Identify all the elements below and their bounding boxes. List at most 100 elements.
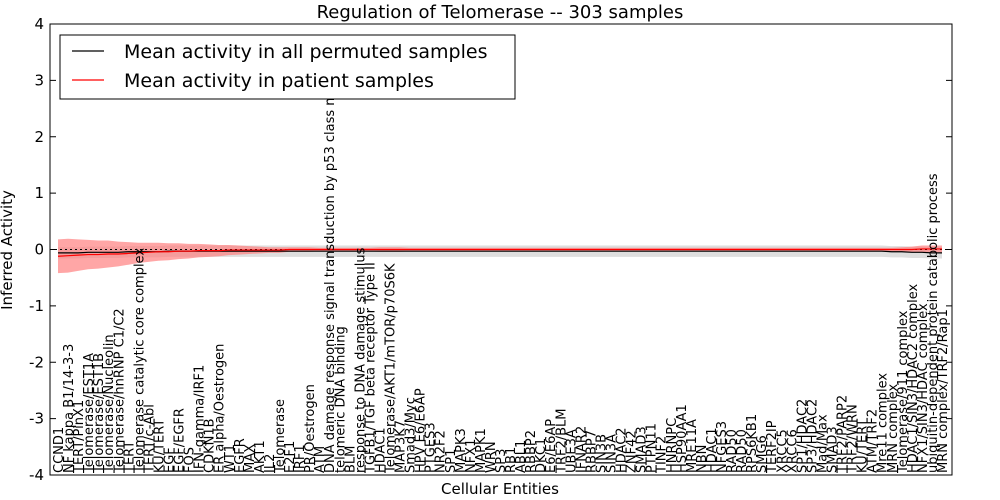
category-label: Telomerase bbox=[273, 399, 288, 474]
category-label: SMAD3 bbox=[635, 426, 650, 473]
category-label: UBE3A bbox=[564, 429, 579, 473]
category-label: Telomerase/911 complex bbox=[896, 310, 911, 474]
category-label: Mad/Max bbox=[815, 414, 830, 473]
category-label: NFGES3 bbox=[715, 421, 730, 473]
category-label: RAD50 bbox=[735, 429, 750, 473]
series-lines bbox=[50, 248, 952, 257]
category-label: PR/Oestrogen bbox=[303, 384, 318, 473]
category-label: E6/E6AP bbox=[544, 419, 559, 473]
x-axis-label: Cellular Entities bbox=[441, 480, 559, 498]
category-label: MRN complex bbox=[886, 383, 901, 473]
category-label: AKT1 bbox=[253, 440, 268, 473]
category-label: EGF/EGFR bbox=[173, 408, 188, 473]
category-label: ATM bbox=[313, 446, 328, 473]
legend-label-permuted: Mean activity in all permuted samples bbox=[124, 41, 487, 63]
category-label: Telomerase/hnRNP C1/C2 bbox=[112, 308, 127, 474]
category-label: Telomerase catalytic core complex bbox=[132, 248, 147, 474]
category-label: NR2F2 bbox=[434, 430, 449, 473]
category-label: Telomerase/Nucleolin bbox=[102, 334, 117, 474]
category-label: HDAC1/SIN3/HDAC2 complex bbox=[906, 283, 921, 473]
category-label: HDAC1 bbox=[373, 427, 388, 473]
category-label: EGFR bbox=[233, 438, 248, 473]
category-label: NF kappa B1/14-3-3 bbox=[62, 344, 77, 473]
category-label: IL2 bbox=[263, 454, 278, 473]
category-label: CCND1 bbox=[52, 427, 67, 473]
category-label: HSP90AA1 bbox=[675, 404, 690, 473]
category-label: ubiquitin-dependent protein catabolic pr… bbox=[926, 173, 941, 473]
category-label: HDAC1 bbox=[705, 427, 720, 473]
y-tick-label: -2 bbox=[29, 353, 44, 371]
y-tick-label: -1 bbox=[29, 297, 44, 315]
category-label: MAPK1 bbox=[474, 428, 489, 473]
category-label: ZNF42 bbox=[625, 430, 640, 473]
category-label: MAPK3 bbox=[454, 428, 469, 473]
category-label: WRN bbox=[484, 441, 499, 473]
plot-frame bbox=[49, 23, 953, 476]
category-label: MRE11A bbox=[685, 419, 700, 473]
category-label: TGFB1/TGF beta receptor Type II bbox=[363, 262, 378, 474]
category-label: DKC1 bbox=[534, 438, 549, 473]
category-label: SP1/HDAC2 bbox=[795, 399, 810, 473]
category-label: NFX1/SIN3/HDAC complex bbox=[916, 303, 931, 473]
y-tick-label: 4 bbox=[34, 15, 44, 33]
y-tick-label: 2 bbox=[34, 128, 44, 146]
category-label: SIN3A bbox=[605, 434, 620, 473]
category-label: Telomerase/EST1A bbox=[82, 353, 97, 474]
category-label: response to DNA damage stimulus bbox=[353, 247, 368, 473]
category-label: TERT/c-Abl bbox=[142, 404, 157, 474]
y-tick-label: 1 bbox=[34, 184, 44, 202]
category-label: XRCC5 bbox=[775, 429, 790, 473]
legend: Mean activity in all permuted samples Me… bbox=[59, 34, 516, 100]
category-label: EGF bbox=[163, 447, 178, 473]
category-label: RPS6KB1 bbox=[745, 414, 760, 473]
legend-box bbox=[59, 34, 516, 100]
category-label: NFX1 bbox=[464, 439, 479, 473]
category-label: SP3/HDAC2 bbox=[805, 399, 820, 473]
category-label: HNRNPC bbox=[665, 418, 680, 473]
y-tick-label: 0 bbox=[34, 241, 44, 259]
y-tick-label: 3 bbox=[34, 71, 44, 89]
category-label: MAX bbox=[243, 444, 258, 473]
category-label: ER alpha/Oestrogen bbox=[213, 344, 228, 473]
category-label: Mre11 complex bbox=[876, 373, 891, 473]
category-label: XRCC6 bbox=[785, 429, 800, 473]
category-label: IFN-gamma/IRF1 bbox=[193, 365, 208, 473]
category-label: BLM bbox=[343, 446, 358, 473]
patient-band bbox=[58, 238, 942, 274]
category-label: RBBP7 bbox=[584, 430, 599, 473]
legend-label-patient: Mean activity in patient samples bbox=[124, 70, 434, 92]
category-label: KU/TERT bbox=[152, 419, 167, 473]
category-label: FOS bbox=[183, 447, 198, 473]
category-label: TERT bbox=[122, 441, 137, 474]
y-tick-label: -4 bbox=[29, 466, 44, 484]
category-label: SMAD3 bbox=[826, 426, 841, 473]
category-label: IRF1 bbox=[293, 444, 308, 473]
patient-mean-line bbox=[57, 248, 942, 257]
category-label: RAD50 bbox=[725, 429, 740, 473]
category-label: HPV E6/E6AP bbox=[414, 388, 429, 473]
category-label: SP3 bbox=[494, 449, 509, 473]
category-label: ATM/TRF2 bbox=[866, 409, 881, 473]
category-label: RBBP2 bbox=[524, 430, 539, 473]
category-label: SIN3B bbox=[594, 434, 609, 473]
confidence-bands bbox=[58, 238, 942, 274]
category-label: PTGES3 bbox=[424, 422, 439, 473]
category-label: TERT/PinX1 bbox=[72, 400, 87, 474]
category-label: IFNAR2 bbox=[574, 426, 589, 473]
category-label: Telomerase/EST1B bbox=[92, 353, 107, 474]
category-label: TRF2/BLM bbox=[554, 409, 569, 474]
category-label: TRF2/PARP2 bbox=[836, 395, 851, 474]
category-label: HDAC2 bbox=[615, 427, 630, 473]
category-label: CDKN1B bbox=[203, 418, 218, 473]
y-axis-label: Inferred Activity bbox=[0, 190, 16, 310]
y-axis-ticks: -4 -3 -2 -1 0 1 2 3 4 bbox=[29, 15, 952, 484]
category-label: ABL1 bbox=[514, 440, 529, 473]
chart-title: Regulation of Telomerase -- 303 samples bbox=[317, 2, 684, 23]
category-label: Telomerase/AKT1/mTOR/p70S6K bbox=[384, 263, 399, 474]
category-label: SMG6 bbox=[755, 435, 770, 473]
category-label: TINF2 bbox=[655, 436, 670, 474]
category-label: RB1 bbox=[504, 447, 519, 473]
category-label: telomeric DNA binding bbox=[333, 326, 348, 473]
